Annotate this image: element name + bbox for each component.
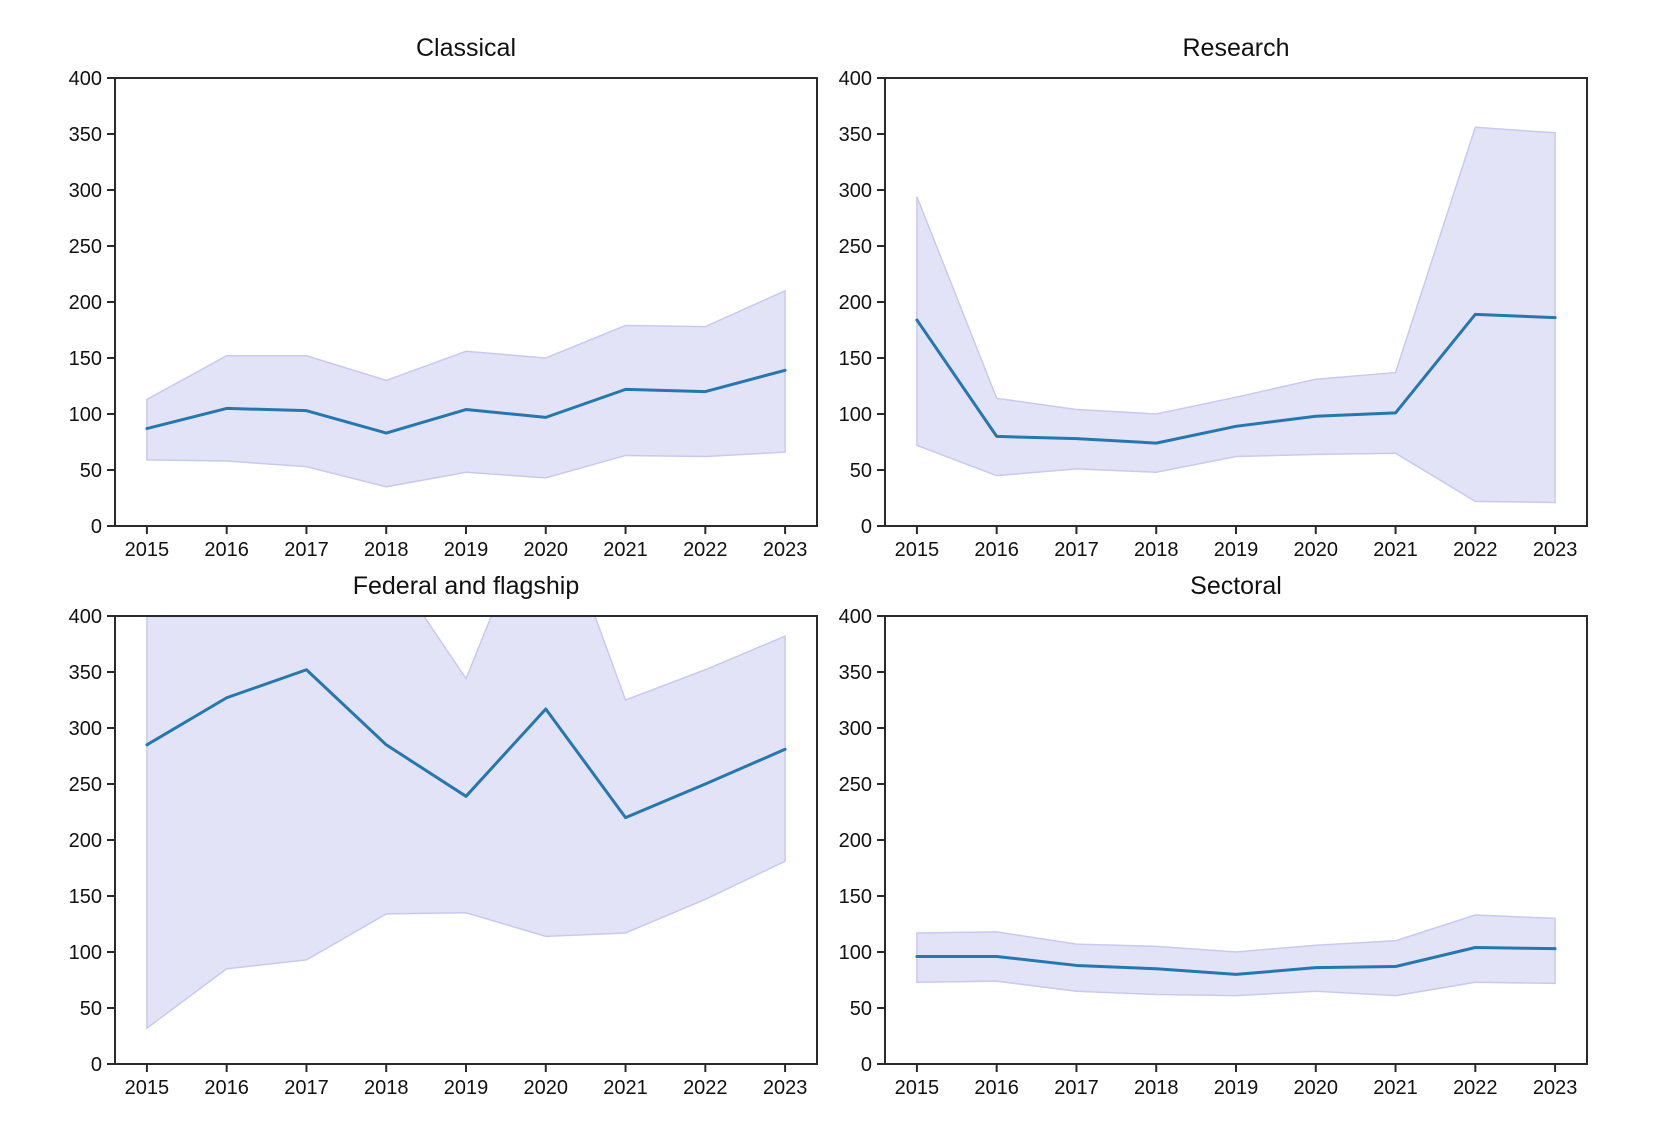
y-tick-label: 300 — [839, 718, 872, 740]
x-tick-label: 2019 — [1214, 1077, 1259, 1099]
y-tick-label: 250 — [839, 236, 872, 258]
x-tick-label: 2020 — [1294, 1077, 1339, 1099]
y-tick-label: 150 — [69, 886, 102, 908]
y-tick-label: 400 — [839, 68, 872, 90]
y-tick-label: 250 — [839, 774, 872, 796]
y-tick-label: 0 — [91, 1054, 102, 1076]
chart-research: 0 50 100 150 200 250 300 350 400 2015 2016 2017 2018… — [835, 0, 1669, 570]
x-tick-label: 2020 — [524, 1077, 569, 1099]
confidence-band — [146, 616, 786, 1030]
y-tick-label: 400 — [69, 68, 102, 90]
y-tick-label: 150 — [839, 348, 872, 370]
confidence-band — [916, 126, 1556, 504]
plot-svg: 0 50 100 150 200 250 300 350 400 2015 2016 2017 2018… — [839, 34, 1588, 561]
x-tick-label: 2018 — [364, 1077, 409, 1099]
chart-title: Research — [1183, 34, 1290, 62]
chart-sectoral: 0 50 100 150 200 250 300 350 400 2015 2016 2017 2018… — [835, 570, 1669, 1141]
x-tick-label: 2015 — [895, 1077, 940, 1099]
x-tick-label: 2021 — [1373, 1077, 1418, 1099]
x-tick-label: 2021 — [1373, 539, 1418, 561]
x-tick-label: 2022 — [1453, 539, 1498, 561]
y-tick-label: 400 — [69, 606, 102, 628]
x-tick-label: 2022 — [1453, 1077, 1498, 1099]
y-tick-label: 200 — [69, 292, 102, 314]
chart-title: Classical — [416, 34, 516, 62]
x-tick-label: 2015 — [125, 1077, 170, 1099]
x-tick-label: 2020 — [524, 539, 569, 561]
y-tick-label: 300 — [69, 180, 102, 202]
y-tick-label: 0 — [91, 516, 102, 538]
x-tick-label: 2022 — [683, 1077, 728, 1099]
y-tick-label: 100 — [69, 942, 102, 964]
plot-svg: 0 50 100 150 200 250 300 350 400 2015 2016 2017 2018… — [69, 572, 818, 1099]
series-line — [145, 368, 787, 435]
x-tick-label: 2022 — [683, 539, 728, 561]
y-tick-label: 0 — [861, 1054, 872, 1076]
x-tick-label: 2018 — [364, 539, 409, 561]
y-tick-label: 250 — [69, 236, 102, 258]
x-tick-label: 2016 — [974, 539, 1019, 561]
x-tick-label: 2021 — [603, 1077, 648, 1099]
y-tick-label: 50 — [80, 998, 102, 1020]
chart-title: Sectoral — [1190, 572, 1282, 600]
x-tick-label: 2021 — [603, 539, 648, 561]
y-tick-label: 350 — [839, 662, 872, 684]
confidence-band — [146, 289, 786, 488]
plot-border — [884, 615, 1588, 1065]
x-tick-label: 2023 — [1533, 1077, 1578, 1099]
y-tick-label: 300 — [839, 180, 872, 202]
plot-svg: 0 50 100 150 200 250 300 350 400 2015 2016 2017 2018… — [69, 34, 818, 561]
chart-title: Federal and flagship — [353, 572, 580, 600]
y-tick-label: 400 — [839, 606, 872, 628]
series-line — [915, 312, 1557, 445]
y-tick-label: 200 — [839, 292, 872, 314]
y-tick-label: 50 — [850, 998, 872, 1020]
x-tick-label: 2016 — [974, 1077, 1019, 1099]
y-tick-label: 100 — [839, 404, 872, 426]
x-tick-label: 2017 — [284, 1077, 329, 1099]
x-tick-label: 2023 — [763, 1077, 808, 1099]
x-tick-label: 2017 — [284, 539, 329, 561]
y-tick-label: 300 — [69, 718, 102, 740]
plot-svg: 0 50 100 150 200 250 300 350 400 2015 2016 2017 2018… — [839, 572, 1588, 1099]
x-tick-label: 2023 — [1533, 539, 1578, 561]
series-line — [145, 668, 787, 820]
x-tick-label: 2019 — [1214, 539, 1259, 561]
x-tick-label: 2015 — [125, 539, 170, 561]
x-tick-label: 2016 — [204, 539, 249, 561]
y-tick-label: 350 — [839, 124, 872, 146]
y-tick-label: 50 — [80, 460, 102, 482]
y-tick-label: 100 — [839, 942, 872, 964]
x-tick-label: 2019 — [444, 539, 489, 561]
x-tick-label: 2018 — [1134, 539, 1179, 561]
y-tick-label: 150 — [69, 348, 102, 370]
y-tick-label: 350 — [69, 662, 102, 684]
y-tick-label: 250 — [69, 774, 102, 796]
y-tick-label: 0 — [861, 516, 872, 538]
y-tick-label: 100 — [69, 404, 102, 426]
x-tick-label: 2018 — [1134, 1077, 1179, 1099]
x-tick-label: 2019 — [444, 1077, 489, 1099]
y-tick-label: 50 — [850, 460, 872, 482]
x-tick-label: 2020 — [1294, 539, 1339, 561]
x-tick-label: 2023 — [763, 539, 808, 561]
x-tick-label: 2015 — [895, 539, 940, 561]
y-tick-label: 350 — [69, 124, 102, 146]
y-tick-label: 150 — [839, 886, 872, 908]
y-tick-label: 200 — [69, 830, 102, 852]
x-tick-label: 2017 — [1054, 539, 1099, 561]
chart-federal-and-flagship: 0 50 100 150 200 250 300 350 400 2015 2016 2017 2018… — [0, 570, 834, 1141]
x-tick-label: 2016 — [204, 1077, 249, 1099]
x-tick-label: 2017 — [1054, 1077, 1099, 1099]
y-tick-label: 200 — [839, 830, 872, 852]
series-line — [915, 946, 1557, 976]
chart-classical: 0 50 100 150 200 250 300 350 400 2015 2016 2017 2018… — [0, 0, 834, 570]
confidence-band — [916, 914, 1556, 997]
